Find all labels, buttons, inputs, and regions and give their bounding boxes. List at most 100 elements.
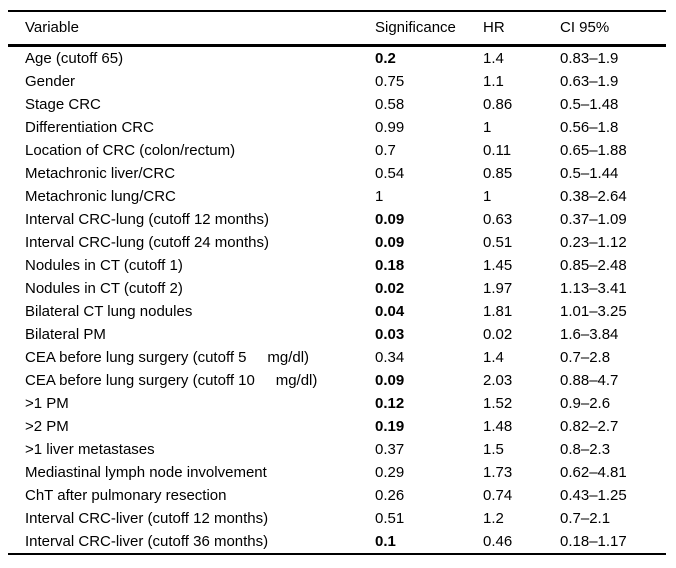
variable-cell: Nodules in CT (cutoff 1)	[25, 257, 183, 274]
hr-cell: 1.52	[483, 395, 513, 412]
variable-cell: Metachronic lung/CRC	[25, 188, 176, 205]
significance-cell: 0.29	[375, 464, 405, 481]
ci-cell: 0.37–1.09	[560, 211, 627, 228]
significance-cell: 0.26	[375, 487, 405, 504]
ci-cell: 0.9–2.6	[560, 395, 611, 412]
significance-cell: 0.12	[375, 395, 405, 412]
hr-cell: 1.97	[483, 280, 513, 297]
table-row: Metachronic liver/CRC 0.54 0.85 0.5–1.44	[8, 162, 666, 185]
hr-cell: 0.86	[483, 96, 513, 113]
column-header-ci: CI 95%	[560, 19, 610, 36]
results-table: Variable Significance HR CI 95% Age (cut…	[8, 10, 666, 555]
variable-cell: Bilateral CT lung nodules	[25, 303, 193, 320]
hr-cell: 1	[483, 188, 492, 205]
hr-cell: 0.63	[483, 211, 513, 228]
ci-cell: 0.18–1.17	[560, 533, 627, 550]
significance-cell: 0.18	[375, 257, 405, 274]
significance-cell: 0.1	[375, 533, 396, 550]
significance-cell: 0.75	[375, 73, 405, 90]
ci-cell: 0.85–2.48	[560, 257, 627, 274]
variable-cell: Differentiation CRC	[25, 119, 154, 136]
table-row: Gender 0.75 1.1 0.63–1.9	[8, 70, 666, 93]
hr-cell: 0.51	[483, 234, 513, 251]
ci-cell: 1.6–3.84	[560, 326, 619, 343]
variable-cell: Metachronic liver/CRC	[25, 165, 176, 182]
table-row: Mediastinal lymph node involvement 0.29 …	[8, 461, 666, 484]
variable-cell: Gender	[25, 73, 76, 90]
variable-cell: >1 liver metastases	[25, 441, 155, 458]
variable-cell: >2 PM	[25, 418, 69, 435]
table-row: Interval CRC-lung (cutoff 12 months) 0.0…	[8, 208, 666, 231]
hr-cell: 1.45	[483, 257, 513, 274]
table-row: Interval CRC-liver (cutoff 12 months) 0.…	[8, 507, 666, 530]
significance-cell: 0.37	[375, 441, 405, 458]
ci-cell: 0.5–1.48	[560, 96, 619, 113]
hr-cell: 1.48	[483, 418, 513, 435]
significance-cell: 0.04	[375, 303, 405, 320]
table-row: >1 liver metastases 0.37 1.5 0.8–2.3	[8, 438, 666, 461]
significance-cell: 0.09	[375, 372, 405, 389]
hr-cell: 1.4	[483, 349, 504, 366]
column-header-significance: Significance	[375, 19, 456, 36]
variable-cell: >1 PM	[25, 395, 69, 412]
table-body: Age (cutoff 65) 0.2 1.4 0.83–1.9 Gender …	[8, 47, 666, 553]
significance-cell: 0.19	[375, 418, 405, 435]
column-header-hr: HR	[483, 19, 505, 36]
variable-cell: CEA before lung surgery (cutoff 10 mg/dl…	[25, 372, 318, 389]
significance-cell: 0.99	[375, 119, 405, 136]
ci-cell: 0.82–2.7	[560, 418, 619, 435]
significance-cell: 0.58	[375, 96, 405, 113]
ci-cell: 0.38–2.64	[560, 188, 627, 205]
hr-cell: 0.11	[483, 142, 512, 159]
table-row: ChT after pulmonary resection 0.26 0.74 …	[8, 484, 666, 507]
ci-cell: 0.7–2.1	[560, 510, 611, 527]
table-row: Nodules in CT (cutoff 1) 0.18 1.45 0.85–…	[8, 254, 666, 277]
hr-cell: 1.81	[483, 303, 513, 320]
significance-cell: 0.09	[375, 234, 405, 251]
variable-cell: Interval CRC-liver (cutoff 12 months)	[25, 510, 269, 527]
variable-cell: CEA before lung surgery (cutoff 5 mg/dl)	[25, 349, 310, 366]
hr-cell: 1.2	[483, 510, 504, 527]
variable-cell: Stage CRC	[25, 96, 101, 113]
significance-cell: 0.51	[375, 510, 405, 527]
variable-cell: Bilateral PM	[25, 326, 106, 343]
ci-cell: 0.62–4.81	[560, 464, 627, 481]
hr-cell: 1	[483, 119, 492, 136]
significance-cell: 0.54	[375, 165, 405, 182]
table-row: Location of CRC (colon/rectum) 0.7 0.11 …	[8, 139, 666, 162]
table-row: Interval CRC-lung (cutoff 24 months) 0.0…	[8, 231, 666, 254]
hr-cell: 1.73	[483, 464, 513, 481]
ci-cell: 0.88–4.7	[560, 372, 619, 389]
hr-cell: 0.74	[483, 487, 513, 504]
table-row: Bilateral CT lung nodules 0.04 1.81 1.01…	[8, 300, 666, 323]
table-header: Variable Significance HR CI 95%	[8, 12, 666, 47]
variable-cell: ChT after pulmonary resection	[25, 487, 227, 504]
significance-cell: 0.03	[375, 326, 405, 343]
ci-cell: 0.56–1.8	[560, 119, 619, 136]
significance-cell: 0.7	[375, 142, 396, 159]
ci-cell: 1.13–3.41	[560, 280, 627, 297]
ci-cell: 0.65–1.88	[560, 142, 627, 159]
ci-cell: 0.63–1.9	[560, 73, 619, 90]
table-row: >2 PM 0.19 1.48 0.82–2.7	[8, 415, 666, 438]
ci-cell: 0.43–1.25	[560, 487, 627, 504]
table-row: Bilateral PM 0.03 0.02 1.6–3.84	[8, 323, 666, 346]
significance-cell: 0.02	[375, 280, 405, 297]
hr-cell: 0.85	[483, 165, 513, 182]
table-row: Nodules in CT (cutoff 2) 0.02 1.97 1.13–…	[8, 277, 666, 300]
variable-cell: Interval CRC-lung (cutoff 24 months)	[25, 234, 269, 251]
variable-cell: Interval CRC-lung (cutoff 12 months)	[25, 211, 269, 228]
ci-cell: 0.83–1.9	[560, 50, 619, 67]
variable-cell: Location of CRC (colon/rectum)	[25, 142, 236, 159]
variable-cell: Nodules in CT (cutoff 2)	[25, 280, 183, 297]
ci-cell: 0.8–2.3	[560, 441, 611, 458]
table-header-row: Variable Significance HR CI 95%	[8, 12, 666, 44]
variable-cell: Age (cutoff 65)	[25, 50, 124, 67]
hr-cell: 0.46	[483, 533, 513, 550]
significance-cell: 0.34	[375, 349, 405, 366]
hr-cell: 1.4	[483, 50, 504, 67]
variable-cell: Mediastinal lymph node involvement	[25, 464, 267, 481]
ci-cell: 0.7–2.8	[560, 349, 611, 366]
table-row: Interval CRC-liver (cutoff 36 months) 0.…	[8, 530, 666, 553]
